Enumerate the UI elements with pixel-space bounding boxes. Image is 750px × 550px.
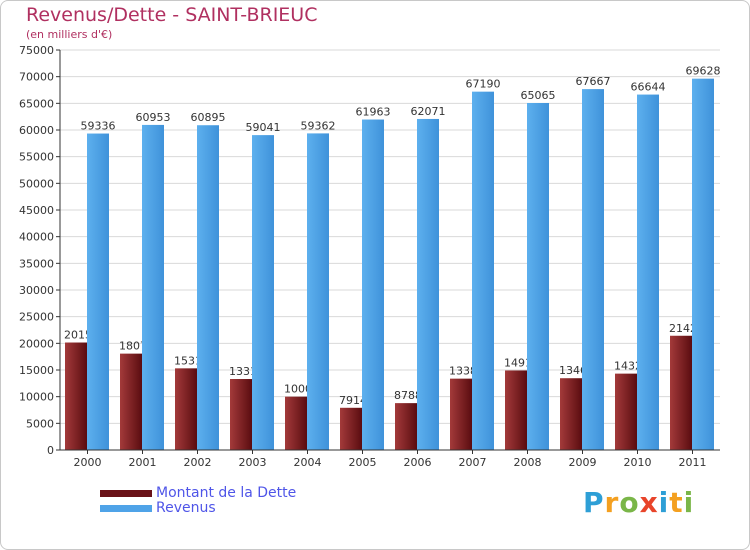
- logo-letter: i: [683, 486, 695, 519]
- legend-swatch-debt: [100, 490, 152, 497]
- revenus-bar: [197, 125, 219, 450]
- logo-letter: i: [658, 486, 670, 519]
- revenus-bar: [417, 118, 439, 451]
- x-tick-label: 2001: [129, 456, 157, 469]
- logo-letter: P: [583, 486, 605, 519]
- x-tick-label: 2002: [184, 456, 212, 469]
- revenus-data-label: 65065: [521, 89, 556, 102]
- y-tick-label: 75000: [19, 44, 54, 57]
- x-tick-label: 2011: [679, 456, 707, 469]
- debt-data-label: 2015: [64, 329, 92, 342]
- debt-bar: [670, 335, 692, 450]
- debt-bar: [340, 407, 362, 450]
- debt-data-label: 8788: [394, 389, 422, 402]
- x-tick-label: 2008: [514, 456, 542, 469]
- revenus-bar: [252, 135, 274, 450]
- revenus-bar: [142, 124, 164, 451]
- x-tick-label: 2010: [624, 456, 652, 469]
- logo-letter: t: [669, 486, 684, 519]
- y-tick-label: 15000: [19, 364, 54, 377]
- revenus-bar: [637, 94, 659, 450]
- y-tick-label: 5000: [26, 417, 54, 430]
- logo-letter: o: [619, 486, 640, 519]
- y-tick-label: 0: [47, 444, 54, 457]
- revenus-bar: [307, 133, 329, 451]
- debt-data-label: 1432: [614, 360, 642, 373]
- debt-data-label: 1000: [284, 383, 312, 396]
- revenus-data-label: 59041: [246, 121, 281, 134]
- revenus-bar: [87, 133, 109, 451]
- x-tick-label: 2004: [294, 456, 322, 469]
- revenus-bar: [527, 102, 549, 450]
- debt-data-label: 1807: [119, 340, 147, 353]
- revenus-data-label: 60953: [136, 111, 171, 124]
- revenus-data-label: 66644: [631, 81, 666, 94]
- x-tick-label: 2005: [349, 456, 377, 469]
- debt-bar: [120, 353, 142, 450]
- revenus-data-label: 67667: [576, 75, 611, 88]
- x-tick-label: 2006: [404, 456, 432, 469]
- debt-bar: [65, 342, 87, 450]
- legend-label-debt: Montant de la Dette: [156, 485, 297, 501]
- logo-letter: r: [604, 486, 620, 519]
- y-tick-label: 55000: [19, 151, 54, 164]
- debt-data-label: 1346: [559, 364, 587, 377]
- chart-subtitle: (en milliers d'€): [26, 28, 113, 41]
- legend-label-revenus: Revenus: [156, 500, 216, 516]
- x-tick-label: 2007: [459, 456, 487, 469]
- debt-data-label: 1531: [174, 354, 202, 367]
- revenus-data-label: 62071: [411, 105, 446, 118]
- revenus-bar: [362, 119, 384, 450]
- revenus-data-label: 59336: [81, 120, 116, 133]
- debt-bar: [175, 368, 197, 450]
- debt-bar: [560, 378, 582, 450]
- chart-title: Revenus/Dette - SAINT-BRIEUC: [26, 4, 318, 26]
- y-tick-label: 35000: [19, 257, 54, 270]
- debt-bar: [395, 403, 417, 450]
- debt-bar: [450, 378, 472, 450]
- y-tick-label: 30000: [19, 284, 54, 297]
- y-tick-label: 25000: [19, 311, 54, 324]
- revenus-data-label: 67190: [466, 78, 501, 91]
- y-tick-label: 10000: [19, 391, 54, 404]
- revenus-bar: [472, 91, 494, 451]
- x-tick-label: 2003: [239, 456, 267, 469]
- debt-bar: [230, 379, 252, 450]
- y-tick-label: 40000: [19, 231, 54, 244]
- y-tick-label: 20000: [19, 337, 54, 350]
- debt-data-label: 7914: [339, 394, 367, 407]
- revenus-data-label: 59362: [301, 119, 336, 132]
- revenus-data-label: 60895: [191, 111, 226, 124]
- y-tick-label: 45000: [19, 204, 54, 217]
- debt-bar: [285, 396, 307, 450]
- logo-letter: x: [639, 486, 659, 519]
- debt-bar: [615, 373, 637, 450]
- debt-data-label: 2142: [669, 322, 697, 335]
- debt-data-label: 1338: [449, 365, 477, 378]
- x-tick-label: 2000: [74, 456, 102, 469]
- revenus-data-label: 61963: [356, 106, 391, 119]
- debt-bar: [505, 370, 527, 450]
- y-tick-label: 65000: [19, 97, 54, 110]
- y-tick-label: 70000: [19, 71, 54, 84]
- revenus-bar: [692, 78, 714, 450]
- x-tick-label: 2009: [569, 456, 597, 469]
- y-tick-label: 60000: [19, 124, 54, 137]
- revenus-bar: [582, 89, 604, 450]
- legend-swatch-revenus: [100, 505, 152, 512]
- proxiti-logo: Proxiti: [583, 486, 694, 519]
- debt-data-label: 1331: [229, 365, 257, 378]
- revenus-data-label: 69628: [686, 65, 721, 78]
- y-tick-label: 50000: [19, 177, 54, 190]
- debt-data-label: 1491: [504, 356, 532, 369]
